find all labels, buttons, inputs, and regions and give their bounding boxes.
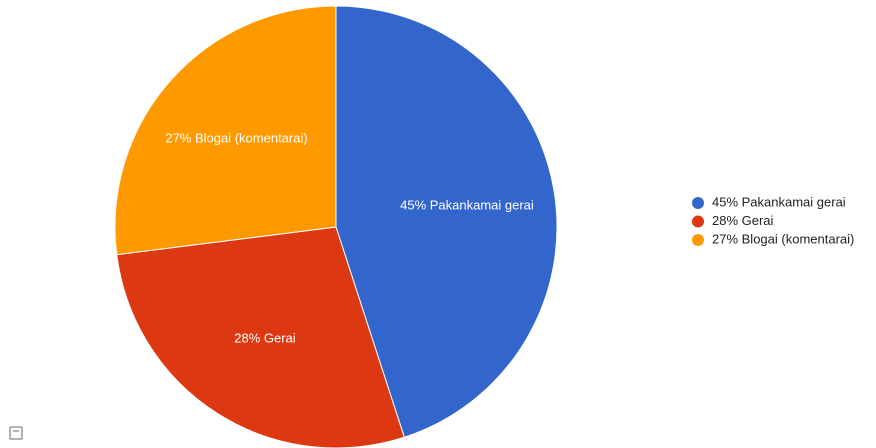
legend-label: 28% Gerai [712, 213, 774, 228]
legend-swatch [692, 197, 704, 209]
pie-slice [335, 5, 558, 438]
slice-label: 28% Gerai [234, 330, 296, 345]
save-icon[interactable] [9, 426, 23, 440]
slice-label: 45% Pakankamai gerai [400, 198, 534, 213]
legend-swatch [692, 234, 704, 246]
legend-swatch [692, 215, 704, 228]
pie-slice [116, 226, 405, 448]
pie-slice [114, 5, 337, 256]
legend-label: 45% Pakankamai gerai [712, 194, 846, 209]
slice-label: 27% Blogai (komentarai) [165, 131, 307, 146]
legend-label: 27% Blogai (komentarai) [712, 231, 854, 246]
